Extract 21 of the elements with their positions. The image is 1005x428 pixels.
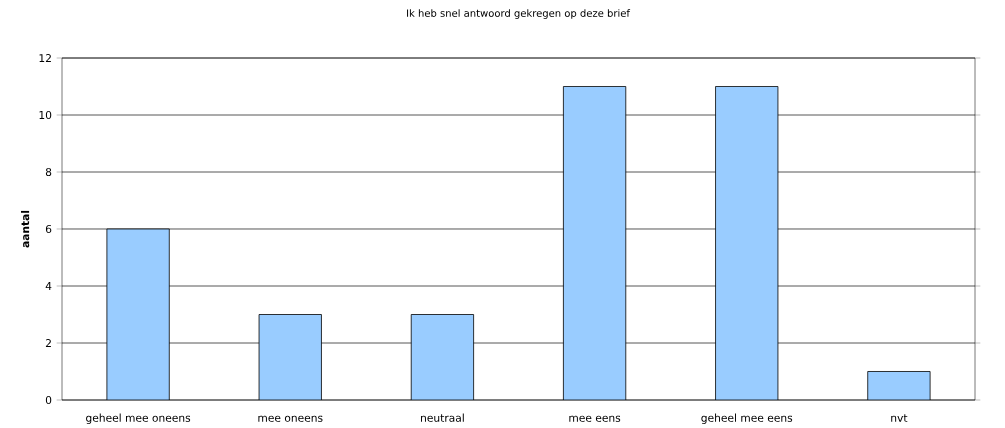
bar xyxy=(258,313,322,400)
bar xyxy=(410,313,475,400)
bar xyxy=(106,228,170,400)
x-tick-label: mee eens xyxy=(569,415,621,422)
y-tick-label: 0 xyxy=(45,395,52,404)
y-tick-label: 10 xyxy=(39,110,52,119)
x-tick-label: geheel mee eens xyxy=(701,413,793,424)
x-tick-label: nvt xyxy=(891,414,908,422)
y-tick-label: 4 xyxy=(45,281,52,290)
y-tick-label: 6 xyxy=(45,224,52,233)
bar xyxy=(562,85,627,400)
y-tick-label: 12 xyxy=(39,53,51,62)
chart-title: Ik heb snel antwoord gekregen op deze brief xyxy=(407,9,631,19)
x-tick-label: mee oneens xyxy=(258,415,323,422)
bar xyxy=(715,85,779,400)
bar xyxy=(867,370,931,400)
x-tick-label: neutraal xyxy=(421,413,464,422)
y-tick-label: 8 xyxy=(45,167,52,176)
y-tick-label: 2 xyxy=(45,338,51,347)
y-axis-title: aantal xyxy=(20,210,30,248)
x-tick-label: geheel mee oneens xyxy=(86,413,191,424)
